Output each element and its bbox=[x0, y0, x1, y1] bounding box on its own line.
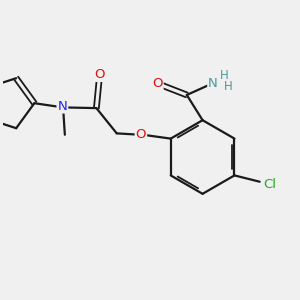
Text: H: H bbox=[220, 69, 229, 82]
Text: N: N bbox=[208, 77, 218, 90]
Text: O: O bbox=[152, 76, 163, 89]
Text: N: N bbox=[58, 100, 67, 112]
Text: H: H bbox=[224, 80, 232, 93]
Text: Cl: Cl bbox=[263, 178, 276, 191]
Text: O: O bbox=[94, 68, 105, 81]
Text: O: O bbox=[136, 128, 146, 141]
